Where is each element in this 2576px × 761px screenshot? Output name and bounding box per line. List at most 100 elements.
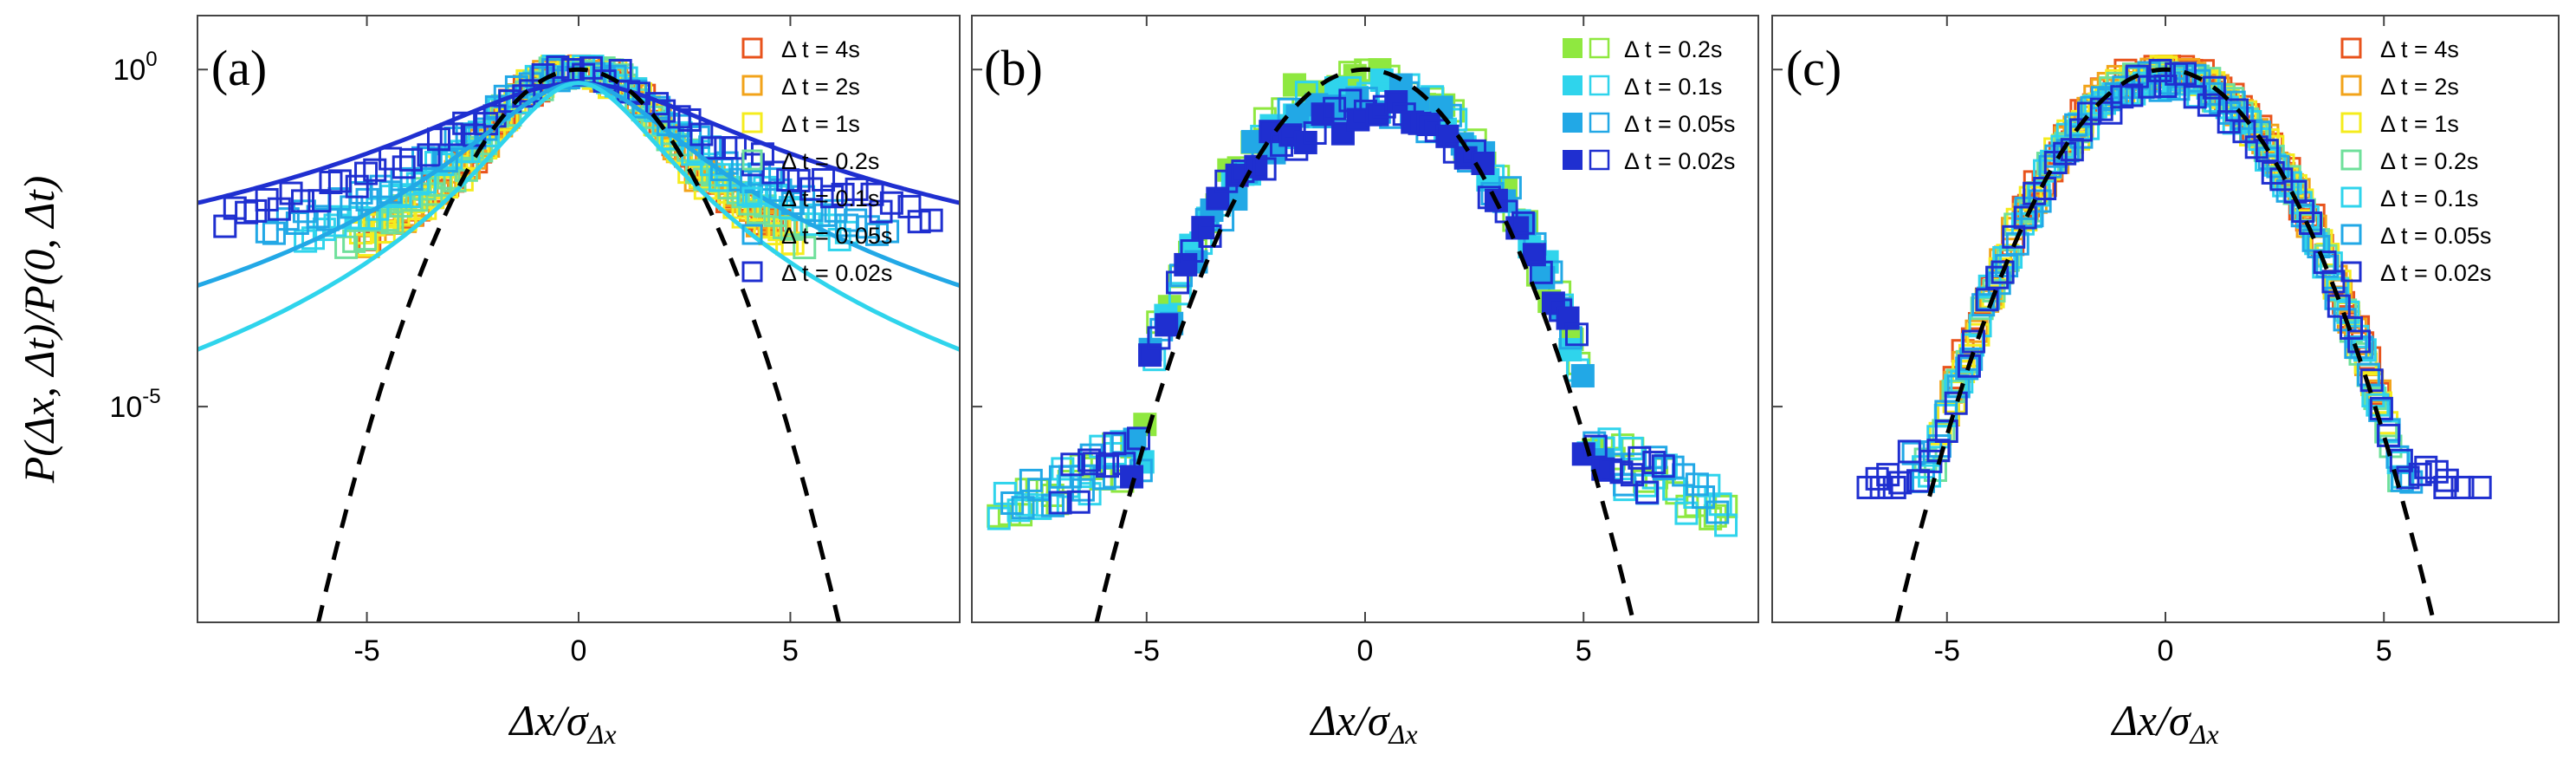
data-point bbox=[1323, 96, 1347, 120]
data-point bbox=[1011, 496, 1035, 520]
x-axis-label-b-sub: Δx bbox=[1388, 719, 1418, 750]
x-tick-label: -5 bbox=[353, 634, 379, 667]
x-tick-label: -5 bbox=[1934, 634, 1960, 667]
legend-label: Δ t = 4s bbox=[2380, 36, 2459, 62]
data-point bbox=[2389, 448, 2413, 472]
data-point bbox=[334, 235, 359, 259]
legend-marker-open bbox=[1589, 112, 1610, 133]
legend-label: Δ t = 1s bbox=[2380, 111, 2459, 137]
legend-marker bbox=[741, 261, 763, 283]
legend-label: Δ t = 0.02s bbox=[781, 260, 892, 286]
x-tick-label: -5 bbox=[1134, 634, 1160, 667]
data-point bbox=[1692, 485, 1716, 510]
data-point bbox=[1564, 322, 1589, 347]
plot-area bbox=[987, 58, 1738, 622]
legend-label: Δ t = 0.02s bbox=[2380, 260, 2491, 286]
data-point bbox=[827, 227, 851, 251]
fit-curve bbox=[197, 81, 960, 352]
plot-frame bbox=[197, 15, 961, 623]
data-point bbox=[1180, 239, 1204, 263]
data-point bbox=[267, 197, 291, 221]
data-point bbox=[262, 221, 286, 245]
data-point bbox=[780, 231, 805, 256]
data-point bbox=[1634, 480, 1659, 504]
legend-label: Δ t = 0.05s bbox=[1624, 111, 1735, 137]
data-point bbox=[1651, 454, 1675, 478]
legend-marker bbox=[741, 186, 763, 208]
x-axis-label-b-main: Δx/σ bbox=[1309, 696, 1390, 745]
data-point bbox=[546, 55, 570, 79]
x-axis-label-c-main: Δx/σ bbox=[2110, 696, 2191, 745]
data-point bbox=[919, 208, 943, 232]
legend-marker bbox=[2340, 261, 2362, 283]
data-point bbox=[831, 182, 855, 206]
data-point bbox=[504, 75, 528, 99]
legend-label: Δ t = 0.1s bbox=[781, 185, 879, 211]
data-point bbox=[1705, 500, 1730, 524]
data-point bbox=[1198, 224, 1222, 248]
data-point bbox=[1082, 452, 1106, 476]
legend-label: Δ t = 0.1s bbox=[2380, 185, 2478, 211]
data-point bbox=[2148, 58, 2172, 82]
panel-label: (a) bbox=[211, 40, 267, 96]
data-point bbox=[2433, 475, 2457, 499]
panel-c: -5 0 5 (c) Δ t = 4s Δ t = 2s Δ t = 1s Δ t = 0.2… bbox=[1771, 15, 2560, 667]
data-point bbox=[1944, 391, 1968, 415]
data-point bbox=[1990, 260, 2015, 284]
x-tick-label: 5 bbox=[1576, 634, 1592, 667]
data-point bbox=[2120, 83, 2144, 107]
data-point bbox=[792, 185, 816, 209]
legend-marker bbox=[2340, 186, 2362, 208]
data-point bbox=[1570, 364, 1595, 388]
data-point bbox=[812, 167, 836, 192]
data-point bbox=[2408, 462, 2432, 486]
data-point bbox=[1095, 454, 1119, 478]
data-point bbox=[1959, 347, 1984, 371]
data-point bbox=[1714, 513, 1738, 537]
gaussian-reference-curve bbox=[1894, 67, 2437, 622]
data-point bbox=[392, 155, 416, 179]
legend-marker-open bbox=[1589, 37, 1610, 59]
data-point bbox=[844, 208, 868, 232]
legend-label: Δ t = 0.02s bbox=[1624, 148, 1735, 174]
panel-label: (b) bbox=[984, 40, 1043, 96]
x-tick-label: 5 bbox=[2376, 634, 2392, 667]
data-point bbox=[715, 163, 739, 187]
legend-label: Δ t = 2s bbox=[2380, 74, 2459, 100]
x-tick-label: 0 bbox=[571, 634, 587, 667]
data-point bbox=[291, 189, 315, 213]
plot-area bbox=[197, 54, 960, 622]
data-point bbox=[1346, 107, 1370, 132]
data-point bbox=[1620, 463, 1644, 487]
gaussian-reference-curve bbox=[1094, 67, 1636, 622]
data-point bbox=[1040, 493, 1065, 517]
data-point bbox=[845, 177, 869, 201]
data-point bbox=[761, 160, 786, 185]
legend-label: Δ t = 4s bbox=[781, 36, 860, 62]
data-point bbox=[1628, 446, 1652, 470]
panel-b: -5 0 5 (b) Δ t = 0.2s Δ t = 0.1s Δ t = 0.05s Δ … bbox=[971, 15, 1759, 667]
data-point bbox=[1066, 490, 1091, 514]
data-point bbox=[2315, 254, 2340, 278]
data-point bbox=[1975, 288, 1999, 312]
data-point bbox=[799, 212, 824, 237]
data-point bbox=[652, 99, 676, 123]
legend-label: Δ t = 0.2s bbox=[2380, 148, 2478, 174]
legend-label: Δ t = 0.1s bbox=[1624, 74, 1722, 100]
data-point bbox=[907, 210, 931, 234]
data-point bbox=[405, 172, 430, 196]
panel-label: (c) bbox=[1786, 40, 1841, 96]
data-point bbox=[2232, 120, 2256, 144]
x-tick-label: 0 bbox=[1357, 634, 1374, 667]
data-point bbox=[2247, 120, 2271, 145]
legend-marker bbox=[2340, 149, 2362, 171]
data-point bbox=[1571, 442, 1595, 466]
data-point bbox=[319, 170, 343, 194]
data-point bbox=[1901, 441, 1926, 465]
data-point bbox=[1435, 124, 1460, 148]
data-point bbox=[1384, 90, 1408, 114]
data-point bbox=[1078, 448, 1102, 472]
data-point bbox=[1961, 329, 1985, 354]
legend-label: Δ t = 1s bbox=[781, 111, 860, 137]
data-point bbox=[1529, 260, 1553, 284]
